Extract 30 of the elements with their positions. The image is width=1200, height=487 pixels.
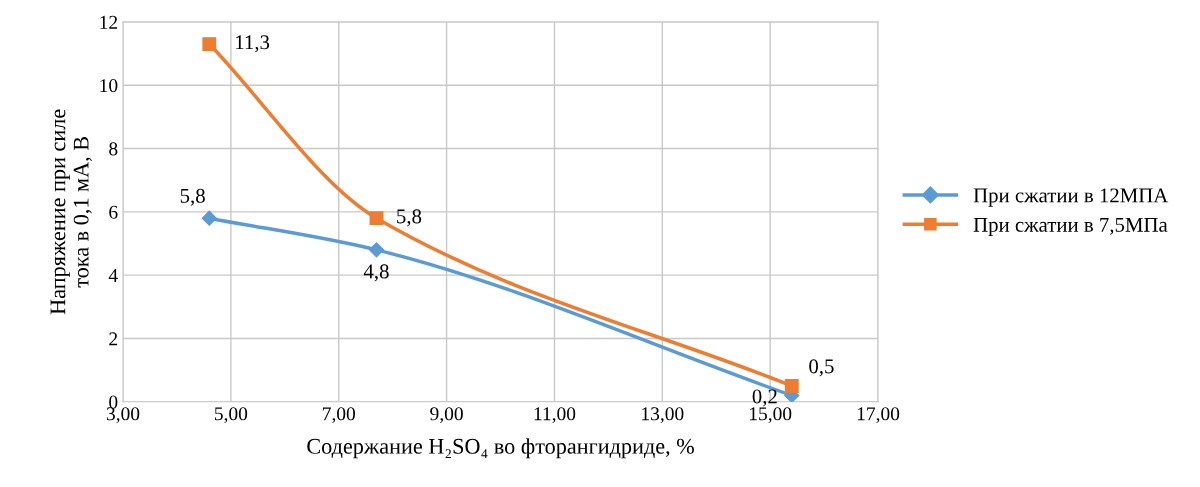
x-tick-label: 11,00 <box>534 407 576 424</box>
point <box>201 210 217 226</box>
y-tick-label: 0 <box>109 395 118 409</box>
data-label: 4,8 <box>363 264 389 282</box>
data-label: 0,5 <box>809 359 834 377</box>
data-label: 5,8 <box>397 209 422 227</box>
y-tick-label: 6 <box>109 205 118 219</box>
x-tick-label: 9,00 <box>430 407 463 424</box>
x-tick-label: 5,00 <box>214 407 248 424</box>
y-tick-label: 10 <box>100 79 118 93</box>
x-tick-label: 3,00 <box>106 407 140 424</box>
legend-label: При сжатии в 12МПА <box>973 188 1169 207</box>
x-tick-label: 13,00 <box>642 407 684 424</box>
point <box>202 37 217 52</box>
x-tick-label: 7,00 <box>322 407 355 424</box>
y-tick-label: 12 <box>100 15 118 29</box>
data-label: 11,3 <box>236 35 270 53</box>
legend-label: При сжатии в 7,5МПа <box>973 217 1168 237</box>
x-axis-title: Содержание H₂SO₄ во фторангидриде, % <box>307 438 694 459</box>
y-axis-title: Напряжение при силе тока в 0,1 мА, В <box>50 109 92 315</box>
data-label: 5,8 <box>180 188 205 206</box>
point <box>369 211 384 226</box>
point <box>784 379 799 393</box>
x-tick-label: 15,00 <box>750 407 792 424</box>
y-tick-label: 4 <box>108 269 118 282</box>
data-label: 0,2 <box>752 389 777 407</box>
point <box>368 242 385 258</box>
y-tick-label: 8 <box>109 142 118 156</box>
y-tick-label: 2 <box>109 332 118 346</box>
x-tick-label: 17,00 <box>857 407 900 424</box>
